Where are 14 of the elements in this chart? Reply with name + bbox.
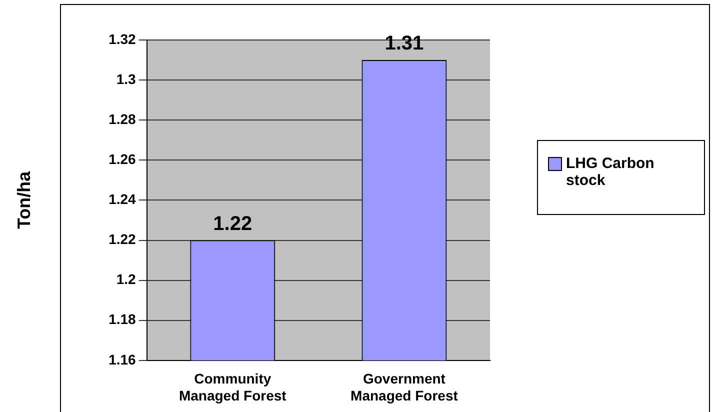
y-tick-label: 1.22	[108, 231, 136, 248]
x-tick-label: Community Managed Forest	[178, 370, 287, 404]
y-tick-label: 1.26	[108, 151, 136, 168]
y-tick-label: 1.24	[108, 191, 136, 208]
y-tick-label: 1.18	[108, 311, 136, 328]
y-tick-label: 1.2	[116, 271, 136, 288]
y-axis-title: Ton/ha	[14, 170, 34, 230]
x-tick-label: Government Managed Forest	[350, 370, 458, 404]
y-tick-label: 1.32	[108, 30, 136, 47]
data-label: 1.22	[213, 212, 252, 235]
y-tick-label: 1.28	[108, 110, 136, 127]
y-tick-label: 1.16	[108, 351, 136, 368]
legend-label: LHG Carbon stock	[566, 155, 656, 189]
y-tick-label: 1.3	[116, 70, 136, 87]
